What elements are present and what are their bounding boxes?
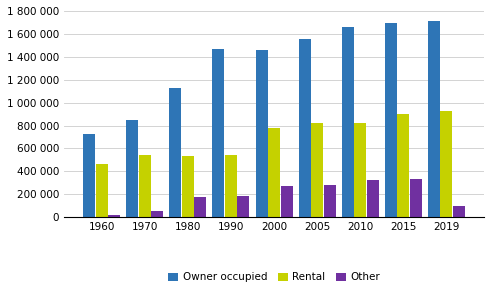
Bar — [255, 51, 268, 217]
Bar — [151, 211, 164, 217]
Bar — [385, 23, 397, 217]
Bar — [410, 179, 422, 217]
Bar — [367, 180, 379, 217]
Bar — [225, 155, 237, 217]
Bar — [108, 215, 120, 217]
Bar — [311, 123, 323, 217]
Bar — [342, 27, 354, 217]
Bar — [280, 186, 293, 217]
Bar — [453, 206, 465, 217]
Bar — [428, 21, 440, 217]
Bar — [213, 49, 224, 217]
Bar — [440, 111, 453, 217]
Bar — [139, 155, 151, 217]
Bar — [169, 88, 181, 217]
Bar — [83, 134, 95, 217]
Bar — [299, 39, 311, 217]
Bar — [126, 120, 138, 217]
Legend: Owner occupied, Rental, Other: Owner occupied, Rental, Other — [164, 268, 384, 286]
Bar — [324, 185, 336, 217]
Bar — [96, 164, 108, 217]
Bar — [182, 156, 194, 217]
Bar — [194, 197, 206, 217]
Bar — [354, 123, 366, 217]
Bar — [397, 114, 409, 217]
Bar — [268, 128, 280, 217]
Bar — [238, 196, 249, 217]
